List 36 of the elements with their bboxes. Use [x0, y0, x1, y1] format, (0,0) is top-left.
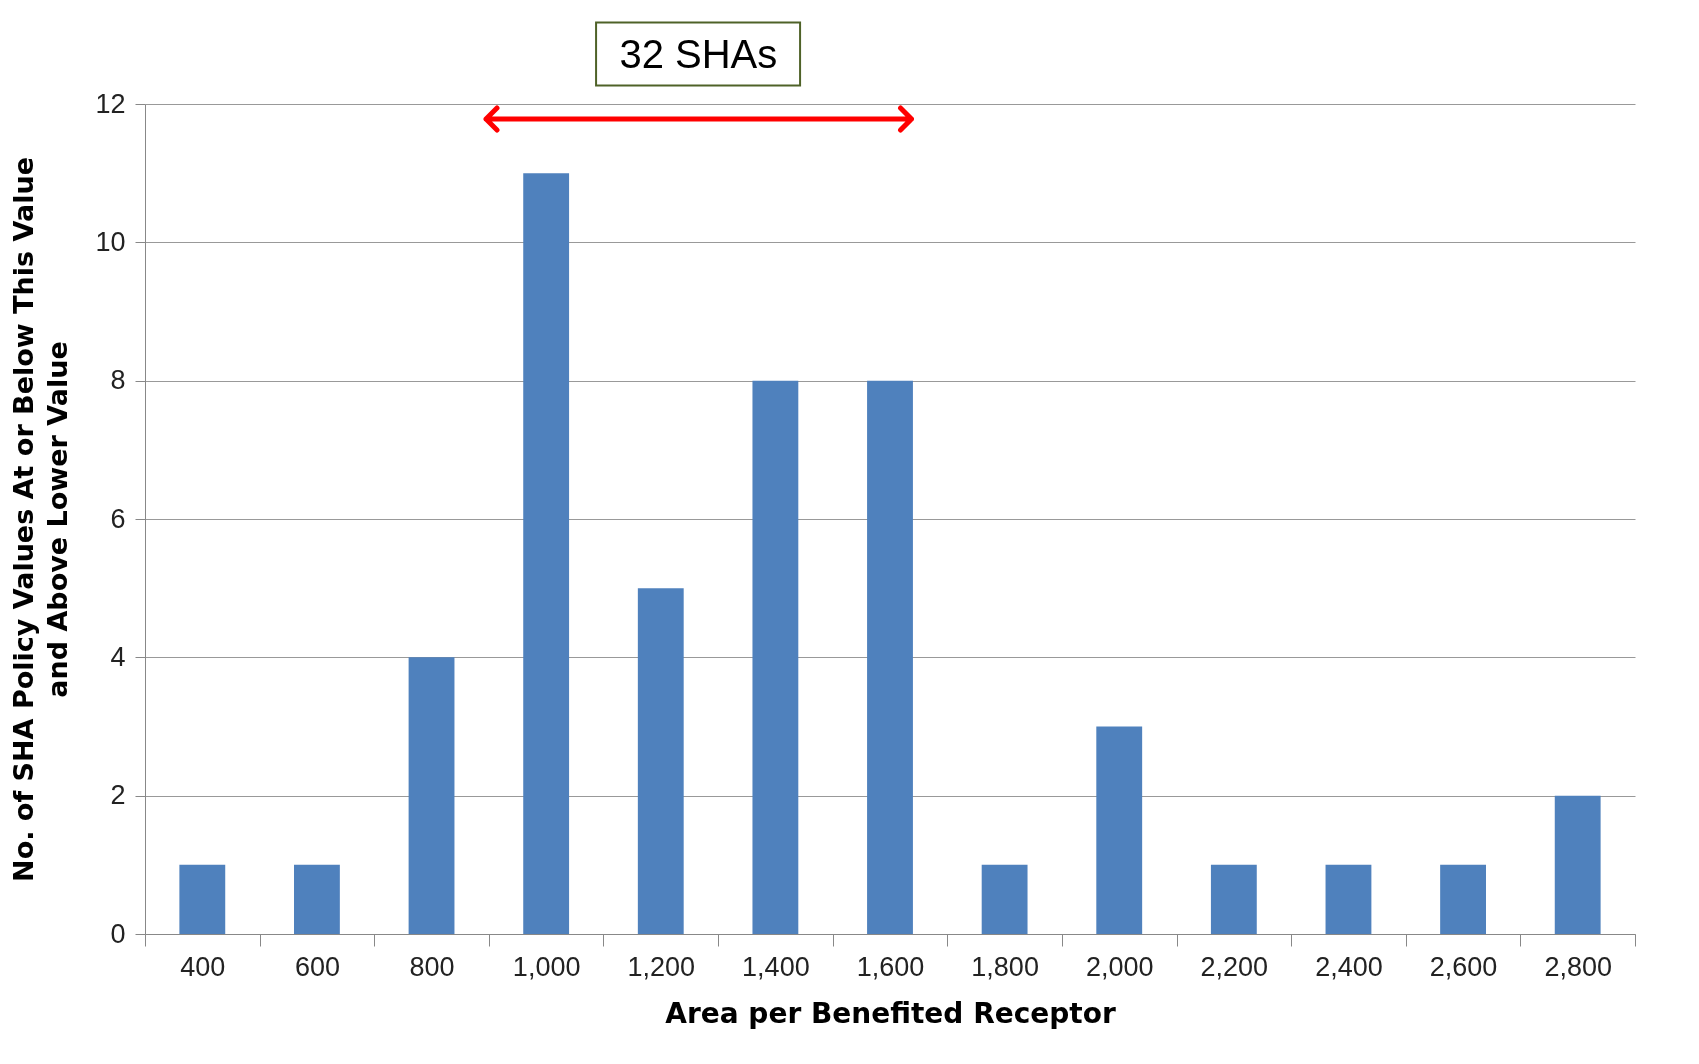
bar [1210, 864, 1257, 934]
y-tick-label: 6 [110, 503, 126, 534]
x-axis-title: Area per Benefited Receptor [665, 996, 1116, 1030]
bar [1325, 864, 1372, 934]
x-tick-label: 1,400 [742, 951, 810, 982]
x-tick-label: 1,600 [856, 951, 925, 982]
y-tick-label: 4 [110, 641, 126, 672]
x-tick-label: 2,000 [1085, 951, 1154, 982]
bar [523, 173, 570, 934]
text: 32 SHAs [595, 21, 802, 87]
x-tick-label: 2,600 [1429, 951, 1498, 982]
bar [981, 864, 1028, 934]
x-tick-label: 1,200 [627, 951, 696, 982]
x-tick-label: 800 [409, 951, 455, 982]
x-tick-label: 2,200 [1200, 951, 1269, 982]
bar [1096, 726, 1143, 934]
x-tick-label: 1,000 [512, 951, 581, 982]
bar [867, 380, 913, 934]
y-tick-label: 0 [110, 918, 126, 949]
x-tick-label: 400 [180, 951, 226, 982]
x-tick-label: 600 [294, 951, 340, 982]
bar [752, 380, 799, 934]
y-tick-label: 8 [110, 365, 126, 396]
bar [294, 864, 340, 934]
x-tick-label: 2,800 [1544, 951, 1612, 982]
y-tick-label: 10 [95, 226, 126, 257]
bar [1440, 864, 1486, 934]
bar [408, 657, 455, 934]
bar [637, 588, 684, 934]
bar [1554, 795, 1601, 934]
y-tick-label: 2 [110, 780, 126, 811]
y-tick-label: 12 [95, 88, 126, 119]
y-axis-title: No. of SHA Policy Values At or Below This Value and Above Lower Value [8, 157, 74, 882]
x-tick-label: 1,800 [971, 951, 1039, 982]
bar [179, 864, 226, 934]
x-tick-label: 2,400 [1315, 951, 1383, 982]
